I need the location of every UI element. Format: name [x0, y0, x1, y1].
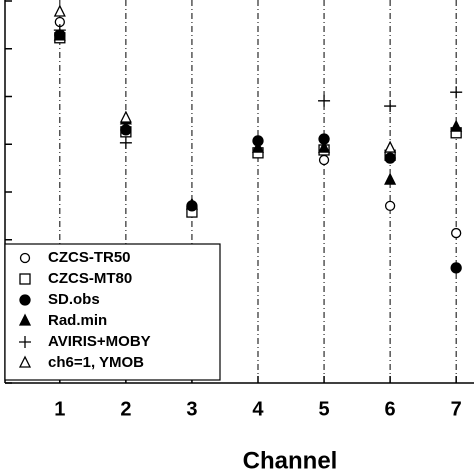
marker — [119, 110, 132, 123]
marker — [53, 24, 66, 37]
marker — [318, 94, 331, 107]
legend-label: CZCS-TR50 — [48, 249, 131, 266]
marker — [18, 313, 32, 326]
legend-label: AVIRIS+MOBY — [48, 333, 151, 350]
x-axis-label: Channel — [243, 447, 338, 474]
marker — [19, 252, 31, 264]
x-tick-label: 1 — [54, 398, 65, 420]
marker — [318, 140, 331, 153]
legend-label: Rad.min — [48, 312, 107, 329]
x-tick-label: 5 — [318, 398, 329, 420]
marker — [120, 124, 132, 136]
marker — [384, 172, 397, 185]
marker — [251, 140, 265, 153]
marker — [450, 262, 462, 274]
marker — [18, 355, 32, 368]
marker — [119, 136, 132, 149]
x-tick-label: 4 — [252, 398, 264, 420]
marker — [384, 100, 397, 113]
marker — [450, 119, 463, 132]
x-tick-label: 7 — [451, 398, 462, 420]
legend-box — [4, 243, 221, 381]
marker — [185, 197, 198, 210]
marker — [451, 227, 462, 239]
legend-label: CZCS-MT80 — [48, 270, 132, 287]
x-tick-label: 2 — [120, 398, 131, 420]
marker — [19, 336, 31, 348]
marker — [384, 152, 396, 164]
legend-label: SD.obs — [48, 291, 100, 308]
marker — [318, 154, 330, 166]
x-tick-label: 6 — [385, 398, 396, 420]
marker — [19, 294, 31, 306]
marker — [53, 4, 66, 17]
x-tick-label: 3 — [186, 398, 197, 420]
marker — [384, 140, 397, 153]
marker — [19, 273, 31, 285]
marker — [450, 86, 463, 99]
marker — [384, 200, 396, 211]
legend-label: ch6=1, YMOB — [48, 354, 144, 371]
